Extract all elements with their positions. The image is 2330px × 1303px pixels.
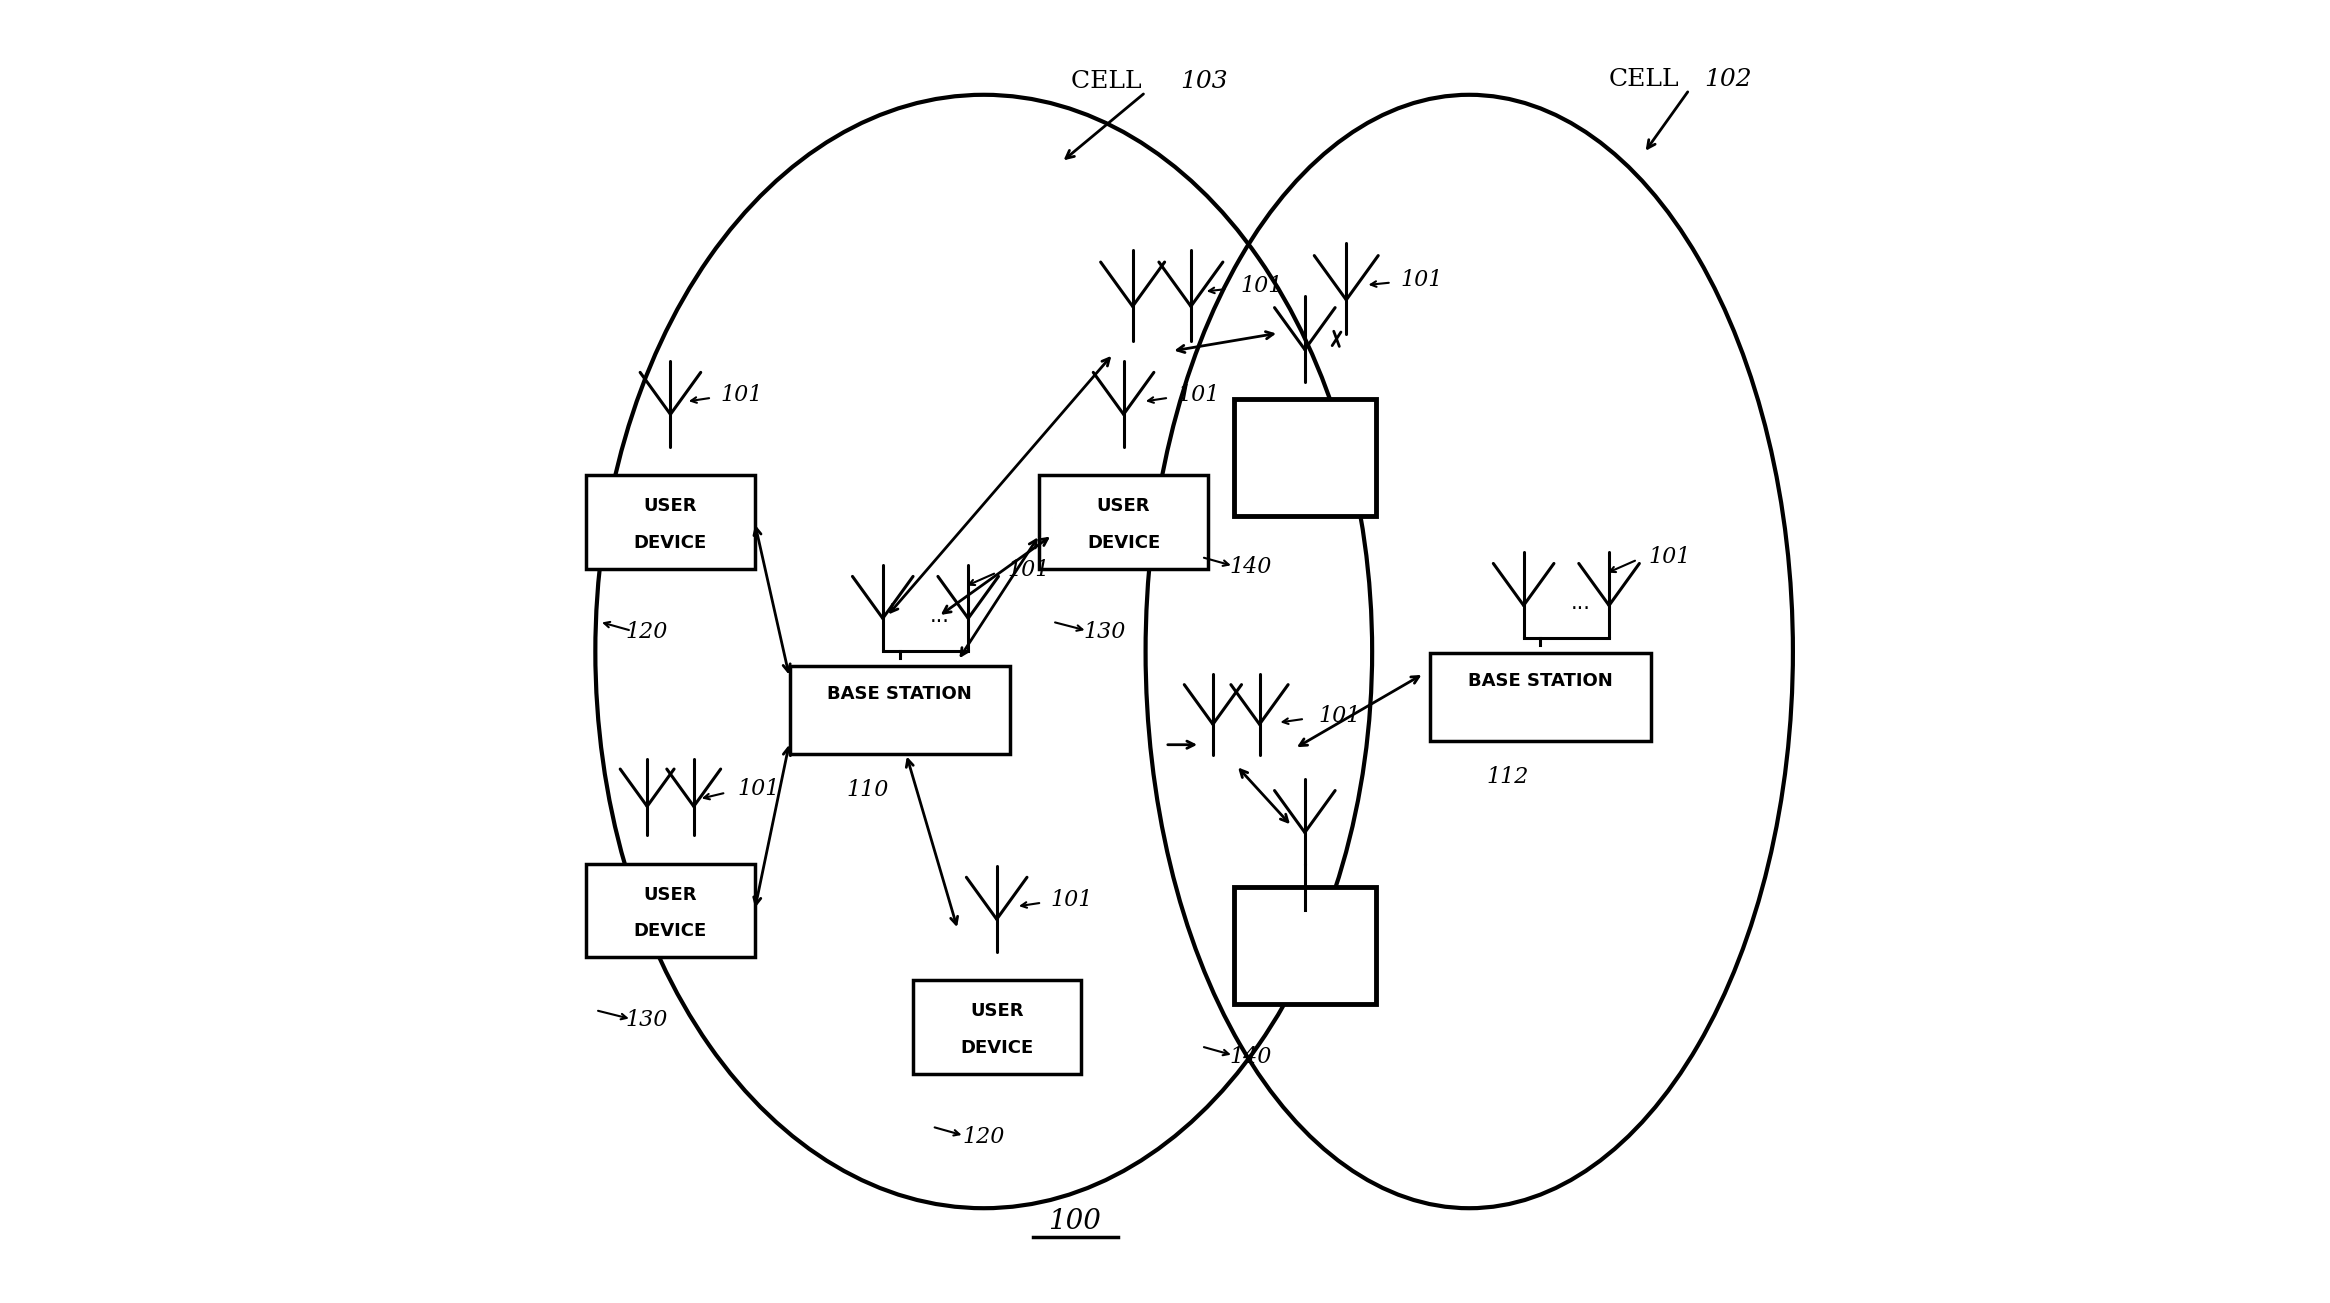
Text: USER: USER xyxy=(969,1002,1023,1020)
Text: 101: 101 xyxy=(1009,559,1051,581)
Text: 101: 101 xyxy=(1242,275,1284,297)
Text: 101: 101 xyxy=(1400,268,1442,291)
Text: USER: USER xyxy=(1097,498,1151,516)
Text: 101: 101 xyxy=(720,384,762,407)
Text: 110: 110 xyxy=(846,779,888,801)
Text: DEVICE: DEVICE xyxy=(634,923,706,941)
Text: 120: 120 xyxy=(627,622,669,644)
Bar xyxy=(1233,399,1377,516)
Text: 101: 101 xyxy=(1650,546,1692,568)
Text: 101: 101 xyxy=(1051,889,1093,911)
Text: 100: 100 xyxy=(1048,1208,1100,1235)
Text: 101: 101 xyxy=(1177,384,1221,407)
Text: 103: 103 xyxy=(1179,70,1228,94)
Bar xyxy=(587,476,755,568)
Text: USER: USER xyxy=(643,498,697,516)
Text: 101: 101 xyxy=(736,778,781,800)
Bar xyxy=(587,864,755,956)
Text: 140: 140 xyxy=(1230,556,1272,579)
Bar xyxy=(1431,653,1650,741)
Text: CELL: CELL xyxy=(1072,70,1149,94)
Text: 120: 120 xyxy=(962,1126,1004,1148)
Text: 130: 130 xyxy=(627,1010,669,1032)
Text: 112: 112 xyxy=(1487,766,1528,788)
Text: ...: ... xyxy=(930,606,951,625)
Text: USER: USER xyxy=(643,886,697,904)
Text: 140: 140 xyxy=(1230,1046,1272,1067)
Bar xyxy=(1039,476,1207,568)
Text: 102: 102 xyxy=(1703,68,1752,91)
Text: BASE STATION: BASE STATION xyxy=(827,685,972,704)
Bar xyxy=(913,980,1081,1074)
Text: BASE STATION: BASE STATION xyxy=(1468,672,1612,691)
Bar xyxy=(790,666,1009,753)
Text: 101: 101 xyxy=(1319,705,1361,727)
Text: CELL: CELL xyxy=(1608,68,1680,91)
Text: DEVICE: DEVICE xyxy=(1088,534,1160,551)
Text: DEVICE: DEVICE xyxy=(634,534,706,551)
Text: ...: ... xyxy=(1570,593,1591,614)
Text: DEVICE: DEVICE xyxy=(960,1038,1032,1057)
Text: 130: 130 xyxy=(1083,622,1125,644)
Bar xyxy=(1233,887,1377,1003)
